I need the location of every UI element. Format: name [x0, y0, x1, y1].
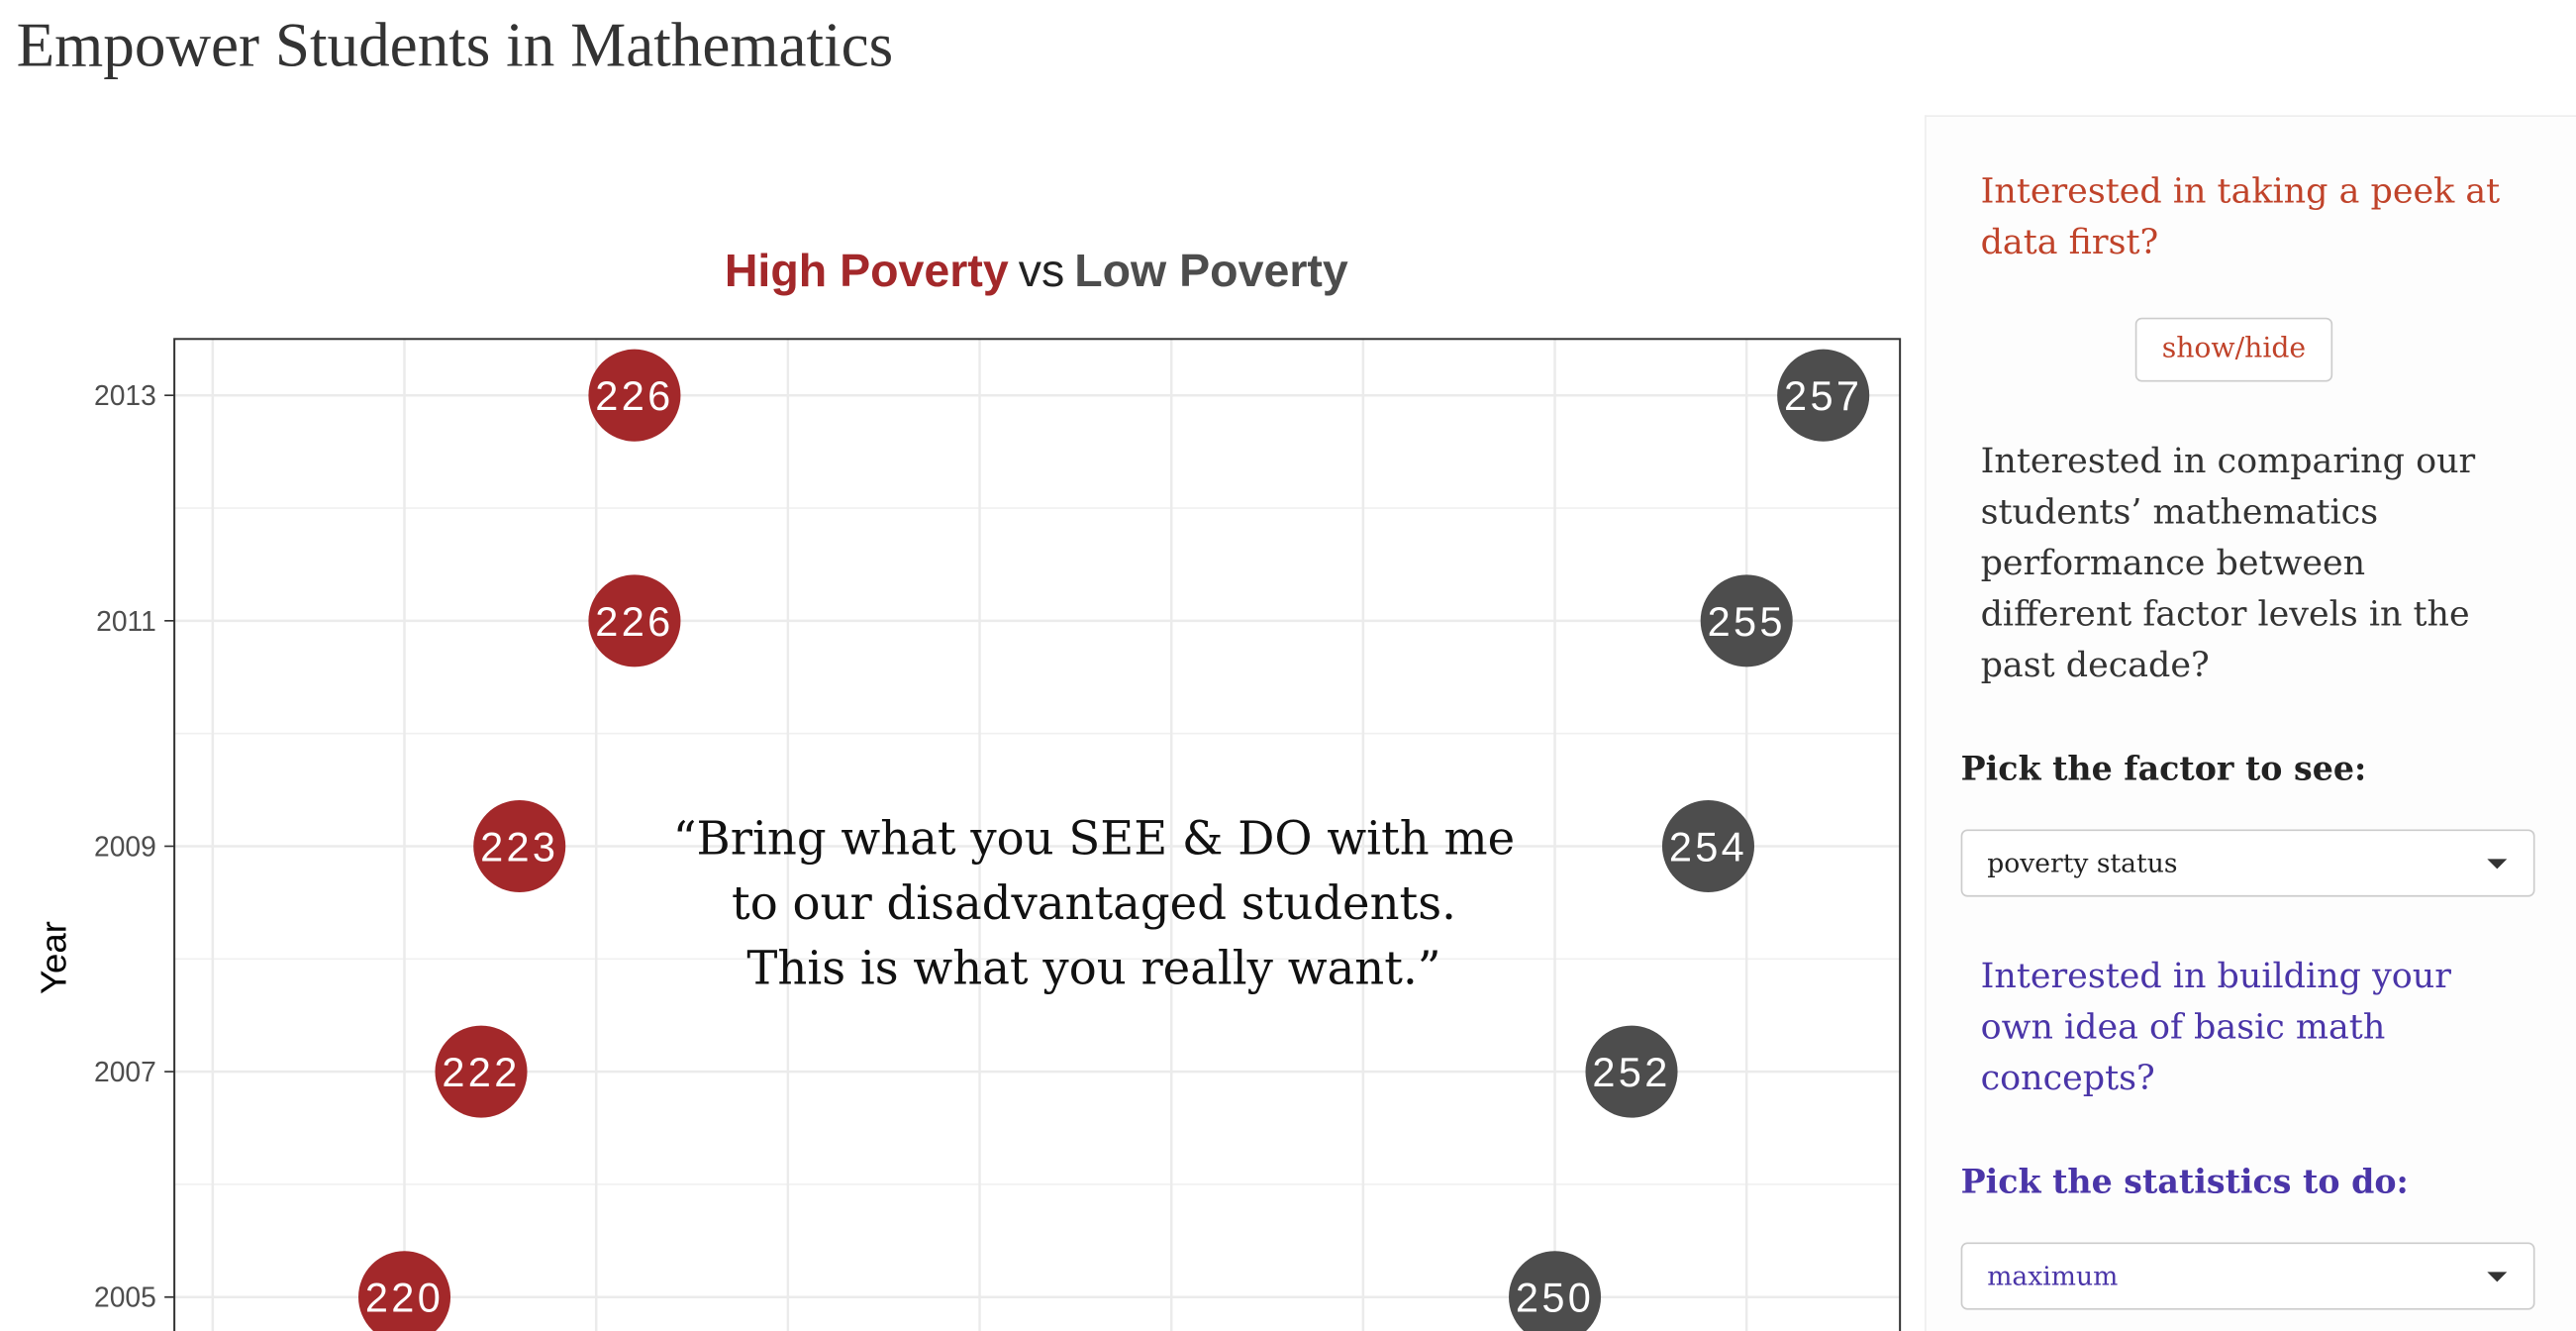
plot-border	[173, 338, 1902, 1331]
dot	[435, 1025, 528, 1118]
compare-text: Interested in comparing our students’ ma…	[1980, 441, 2476, 685]
y-tick-label: 2009	[94, 830, 156, 862]
dot	[473, 799, 566, 893]
dot	[1777, 349, 1870, 442]
dot-label: 254	[1669, 823, 1747, 870]
plot: “Bring what you SEE & DO with me to our d…	[174, 339, 1901, 1331]
y-tick-label: 2005	[94, 1281, 156, 1313]
dot-label: 226	[595, 372, 673, 419]
peek-text: Interested in taking a peek at data firs…	[1980, 170, 2501, 262]
dot	[1585, 1025, 1678, 1118]
stat-value: maximum	[1987, 1260, 2119, 1292]
factor-select[interactable]: poverty status	[1960, 829, 2535, 897]
dot	[588, 349, 681, 442]
dot-label: 223	[480, 823, 558, 870]
dot-label: 220	[365, 1275, 444, 1321]
factor-value: poverty status	[1987, 847, 2178, 879]
annotation: to our disadvantaged students.	[732, 876, 1456, 930]
dot-label: 250	[1516, 1275, 1594, 1321]
dot	[1509, 1251, 1602, 1331]
dot-label: 257	[1784, 372, 1862, 419]
dot	[588, 574, 681, 667]
title-low: Low Poverty	[1074, 245, 1348, 296]
sidebar: Interested in taking a peek at data firs…	[1925, 115, 2576, 1331]
page-title: Empower Students in Mathematics	[16, 11, 894, 81]
dot-label: 222	[442, 1049, 520, 1095]
build-text: Interested in building your own idea of …	[1980, 956, 2451, 1098]
dot	[1700, 574, 1793, 667]
dot	[1661, 799, 1755, 893]
chart-title: High Poverty vs Low Poverty	[725, 245, 1348, 296]
factor-label: Pick the factor to see:	[1960, 749, 2367, 788]
y-tick-label: 2013	[94, 379, 156, 411]
title-high: High Poverty	[725, 245, 1009, 296]
dot-label: 226	[595, 598, 673, 645]
stat-select[interactable]: maximum	[1960, 1242, 2535, 1310]
chart: High Poverty vs Low Poverty Year “Bring wh…	[33, 245, 1902, 1331]
y-tick-label: 2007	[94, 1056, 156, 1087]
annotation: “Bring what you SEE & DO with me	[673, 811, 1515, 865]
show-hide-button[interactable]: show/hide	[2134, 317, 2333, 382]
stat-label: Pick the statistics to do:	[1960, 1162, 2409, 1201]
dot-label: 252	[1592, 1049, 1670, 1095]
y-axis-label: Year	[33, 921, 73, 994]
dot	[358, 1251, 451, 1331]
annotation: This is what you really want.”	[746, 942, 1440, 995]
dot-label: 255	[1708, 598, 1786, 645]
title-join: vs	[1019, 245, 1065, 296]
y-tick-label: 2011	[96, 605, 156, 637]
